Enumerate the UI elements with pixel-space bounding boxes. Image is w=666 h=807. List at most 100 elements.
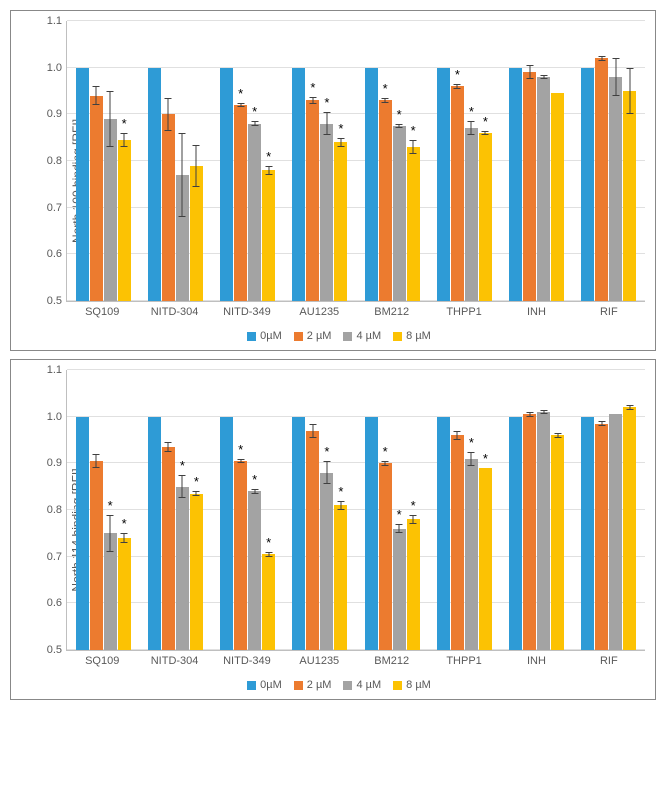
x-tick-label: NITD-349 [211,651,283,673]
bar-groups: ************* [67,21,645,301]
x-axis-labels: SQ109NITD-304NITD-349AU1235BM212THPP1INH… [66,651,645,673]
bar [595,58,608,301]
error-bar [326,112,327,135]
significance-star: * [324,444,329,459]
bar [609,77,622,301]
significance-star: * [338,121,343,136]
significance-star: * [324,95,329,110]
y-tick-label: 0.8 [47,504,67,516]
bar [551,435,564,650]
y-tick-label: 0.6 [47,248,67,260]
error-bar [615,58,616,95]
significance-star: * [383,81,388,96]
legend-label: 8 µM [406,679,431,691]
error-bar [485,131,486,136]
bar: * [334,142,347,301]
error-bar [168,442,169,451]
significance-star: * [397,107,402,122]
significance-star: * [310,80,315,95]
error-bar [601,56,602,61]
bar [595,424,608,650]
bar [523,414,536,650]
bar-groups: ************** [67,370,645,650]
error-bar [312,424,313,438]
x-tick-label: THPP1 [428,651,500,673]
significance-star: * [411,123,416,138]
y-tick-label: 1.0 [47,62,67,74]
error-bar [601,421,602,426]
significance-star: * [238,86,243,101]
error-bar [457,431,458,440]
bar [90,461,103,650]
bar [509,417,522,650]
legend-swatch [294,681,303,690]
legend-label: 2 µM [307,330,332,342]
x-tick-label: NITD-304 [138,651,210,673]
y-tick-label: 0.9 [47,108,67,120]
error-bar [254,489,255,494]
bar: * [379,100,392,301]
bar [76,68,89,301]
bar-group: ** [139,370,211,650]
bar-group: *** [284,21,356,301]
bar-group [501,21,573,301]
x-tick-label: BM212 [356,302,428,324]
significance-star: * [108,498,113,513]
bar [581,417,594,650]
bar-group: *** [212,370,284,650]
error-bar [629,68,630,115]
significance-star: * [122,516,127,531]
error-bar [399,124,400,129]
bar [292,417,305,650]
error-bar [268,552,269,557]
bar: * [407,519,420,650]
x-tick-label: SQ109 [66,651,138,673]
error-bar [385,461,386,466]
error-bar [340,501,341,510]
bar [609,414,622,650]
error-bar [557,433,558,438]
bar [104,119,117,301]
bar: * [306,100,319,301]
bar: * [234,105,247,301]
y-tick-label: 0.6 [47,597,67,609]
error-bar [399,524,400,533]
bar: * [479,468,492,650]
bar [306,431,319,650]
significance-star: * [266,149,271,164]
legend-label: 4 µM [356,330,381,342]
bar: * [248,491,261,650]
significance-star: * [194,474,199,489]
significance-star: * [338,484,343,499]
plot-area: 0.50.60.70.80.91.01.1************* [66,21,645,302]
bar-group: * [67,21,139,301]
bar: * [118,538,131,650]
x-tick-label: AU1235 [283,302,355,324]
significance-star: * [266,535,271,550]
significance-star: * [238,442,243,457]
bar: * [393,126,406,301]
bar [623,407,636,650]
legend-swatch [343,332,352,341]
x-tick-label: BM212 [356,651,428,673]
error-bar [254,121,255,126]
bar: * [262,554,275,650]
bar [176,175,189,301]
bar [537,412,550,650]
error-bar [240,103,241,108]
significance-star: * [252,472,257,487]
error-bar [96,86,97,105]
significance-star: * [252,104,257,119]
legend-label: 4 µM [356,679,381,691]
bar: * [234,461,247,650]
significance-star: * [180,458,185,473]
error-bar [182,475,183,498]
error-bar [629,405,630,410]
x-tick-label: NITD-304 [138,302,210,324]
bar-group [139,21,211,301]
bar [437,417,450,650]
error-bar [124,533,125,542]
error-bar [110,91,111,147]
bar [523,72,536,301]
bar: * [465,128,478,301]
